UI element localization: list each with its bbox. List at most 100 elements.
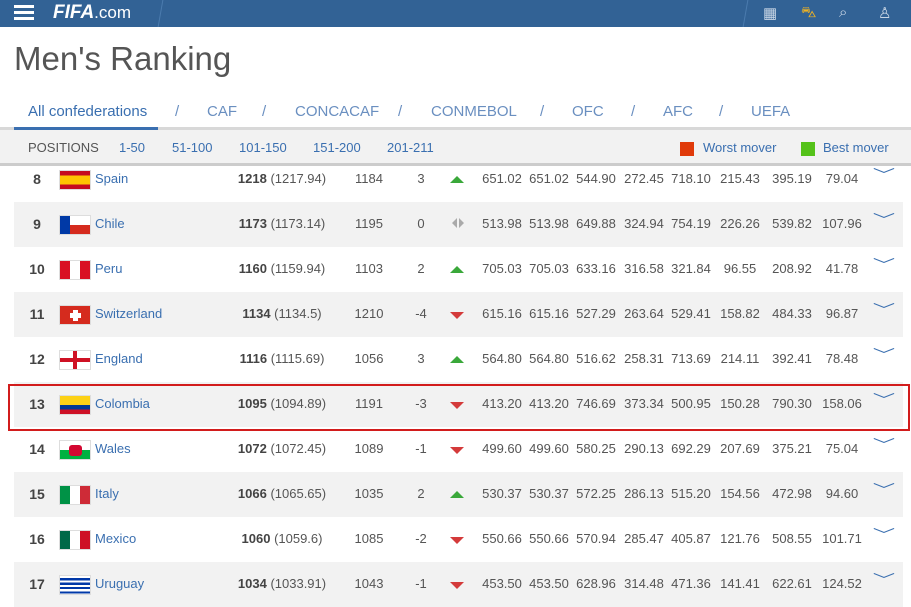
rank: 8 bbox=[33, 171, 41, 187]
tab-conmebol[interactable]: CONMEBOL bbox=[431, 103, 517, 120]
score-value: 651.02 bbox=[529, 171, 569, 186]
score-value: 539.82 bbox=[772, 216, 812, 231]
table-row[interactable]: 14 Wales 1072 (1072.45) 1089 -1 499.60 499… bbox=[14, 427, 903, 472]
chevron-down-icon[interactable]: ﹀ bbox=[872, 392, 896, 408]
points-exact: (1065.65) bbox=[270, 486, 327, 501]
tab-caf[interactable]: CAF bbox=[207, 103, 237, 120]
score-value: 321.84 bbox=[671, 261, 711, 276]
range-link[interactable]: 201-211 bbox=[387, 140, 434, 155]
arrow-up-icon bbox=[450, 266, 464, 273]
rank: 11 bbox=[29, 306, 45, 322]
score-value: 158.06 bbox=[822, 396, 862, 411]
score-value: 141.41 bbox=[720, 576, 760, 591]
chevron-down-icon[interactable]: ﹀ bbox=[872, 167, 896, 183]
rank-change: 2 bbox=[417, 486, 425, 501]
score-value: 500.95 bbox=[671, 396, 711, 411]
score-value: 570.94 bbox=[576, 531, 616, 546]
team-link[interactable]: Uruguay bbox=[95, 576, 145, 591]
search-icon[interactable]: ⌕ bbox=[839, 4, 848, 21]
chevron-down-icon[interactable]: ﹀ bbox=[872, 437, 896, 453]
rank-change: -1 bbox=[415, 441, 427, 456]
cart-icon[interactable]: ⛍ bbox=[801, 4, 817, 21]
range-link[interactable]: 151-200 bbox=[313, 140, 361, 155]
chevron-down-icon[interactable]: ﹀ bbox=[872, 212, 896, 228]
tab-uefa[interactable]: UEFA bbox=[751, 103, 791, 120]
menu-icon[interactable] bbox=[14, 5, 34, 21]
fifa-logo[interactable]: FIFA.com bbox=[53, 2, 131, 24]
team-link[interactable]: Wales bbox=[95, 441, 131, 456]
chevron-down-icon[interactable]: ﹀ bbox=[872, 527, 896, 543]
table-row[interactable]: 17 Uruguay 1034 (1033.91) 1043 -1 453.50 4… bbox=[14, 562, 903, 607]
chevron-down-icon[interactable]: ﹀ bbox=[872, 257, 896, 273]
previous-points: 1184 bbox=[355, 171, 383, 186]
chevron-down-icon[interactable]: ﹀ bbox=[872, 347, 896, 363]
score-value: 263.64 bbox=[624, 306, 664, 321]
score-value: 453.50 bbox=[529, 576, 569, 591]
score-value: 214.11 bbox=[720, 351, 760, 366]
flag-uruguay bbox=[59, 575, 91, 595]
table-row[interactable]: 13 Colombia 1095 (1094.89) 1191 -3 413.20… bbox=[14, 382, 903, 427]
score-value: 290.13 bbox=[624, 441, 664, 456]
rank-change: -1 bbox=[415, 576, 427, 591]
rank: 16 bbox=[29, 531, 45, 547]
rank: 15 bbox=[29, 486, 45, 502]
team-link[interactable]: Switzerland bbox=[95, 306, 163, 321]
points-exact: (1094.89) bbox=[270, 396, 327, 411]
arrow-down-icon bbox=[450, 447, 464, 454]
score-value: 471.36 bbox=[671, 576, 711, 591]
table-row[interactable]: 9 Chile 1173 (1173.14) 1195 0 513.98 513.9… bbox=[14, 202, 903, 247]
table-row[interactable]: 10 Peru 1160 (1159.94) 1103 2 705.03 705.0… bbox=[14, 247, 903, 292]
points: 1173 bbox=[238, 216, 267, 231]
range-link[interactable]: 51-100 bbox=[172, 140, 213, 155]
chevron-down-icon[interactable]: ﹀ bbox=[872, 572, 896, 588]
points: 1095 bbox=[237, 396, 267, 411]
team-link[interactable]: Chile bbox=[95, 216, 125, 231]
score-value: 121.76 bbox=[720, 531, 760, 546]
score-value: 272.45 bbox=[624, 171, 664, 186]
team-link[interactable]: England bbox=[95, 351, 143, 366]
flag-wales bbox=[59, 440, 91, 460]
positions-bar: POSITIONS 1-50 51-100 101-150 151-200 20… bbox=[0, 130, 911, 166]
score-value: 705.03 bbox=[529, 261, 569, 276]
tab-separator: / bbox=[540, 103, 545, 120]
points: 1134 bbox=[242, 306, 271, 321]
total-points: 1218 (1217.94) bbox=[238, 171, 326, 186]
tab-all-confederations[interactable]: All confederations bbox=[28, 103, 148, 120]
rank: 12 bbox=[29, 351, 45, 367]
chevron-down-icon[interactable]: ﹀ bbox=[872, 482, 896, 498]
rank-change: -2 bbox=[415, 531, 427, 546]
tab-afc[interactable]: AFC bbox=[663, 103, 693, 120]
team-link[interactable]: Peru bbox=[95, 261, 123, 276]
range-link[interactable]: 101-150 bbox=[239, 140, 287, 155]
total-points: 1173 (1173.14) bbox=[239, 216, 326, 231]
score-value: 515.20 bbox=[671, 486, 711, 501]
table-row[interactable]: 11 Switzerland 1134 (1134.5) 1210 -4 615.… bbox=[14, 292, 903, 337]
score-value: 649.88 bbox=[576, 216, 616, 231]
range-link[interactable]: 1-50 bbox=[119, 140, 146, 155]
team-link[interactable]: Italy bbox=[95, 486, 119, 501]
chevron-down-icon[interactable]: ﹀ bbox=[872, 302, 896, 318]
calendar-icon[interactable]: ▦ bbox=[763, 5, 778, 22]
divider bbox=[157, 0, 164, 27]
user-icon[interactable]: ♙ bbox=[878, 5, 892, 22]
no-change-icon bbox=[452, 218, 464, 228]
score-value: 124.52 bbox=[822, 576, 862, 591]
points: 1072 bbox=[237, 441, 267, 456]
table-row[interactable]: 8 Spain 1218 (1217.94) 1184 3 651.02 651.0… bbox=[14, 157, 903, 202]
points: 1060 bbox=[241, 531, 271, 546]
tab-concacaf[interactable]: CONCACAF bbox=[295, 103, 380, 120]
team-link[interactable]: Mexico bbox=[95, 531, 137, 546]
team-link[interactable]: Colombia bbox=[95, 396, 150, 411]
score-value: 207.69 bbox=[720, 441, 760, 456]
team-link[interactable]: Spain bbox=[95, 171, 129, 186]
table-row[interactable]: 12 England 1116 (1115.69) 1056 3 564.80 56… bbox=[14, 337, 903, 382]
arrow-down-icon bbox=[450, 582, 464, 589]
score-value: 285.47 bbox=[624, 531, 664, 546]
score-value: 94.60 bbox=[825, 486, 859, 501]
tab-ofc[interactable]: OFC bbox=[572, 103, 604, 120]
highlight-box bbox=[8, 384, 910, 431]
table-row[interactable]: 16 Mexico 1060 (1059.6) 1085 -2 550.66 550… bbox=[14, 517, 903, 562]
worst-mover-swatch bbox=[680, 142, 694, 156]
score-value: 516.62 bbox=[576, 351, 616, 366]
table-row[interactable]: 15 Italy 1066 (1065.65) 1035 2 530.37 530.… bbox=[14, 472, 903, 517]
